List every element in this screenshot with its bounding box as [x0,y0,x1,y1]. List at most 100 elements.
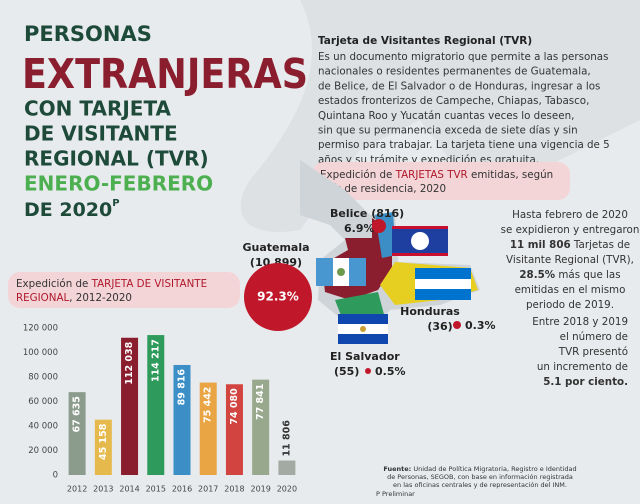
chart-title: Expedición de TARJETA DE VISITANTE [16,278,207,290]
x-tick-label: 2014 [119,485,139,494]
title-sup: P [112,198,119,209]
text: 28.5% [519,269,555,281]
chart-header-box [8,272,240,308]
text: 11 mil 806 [510,239,571,251]
value-label: 75 442 [203,387,214,423]
summary-line: se expidieron y entregaron [501,224,640,236]
bar [225,384,243,475]
country-pct: 0.5% [375,365,406,378]
country-pct: 6.9% [344,222,375,235]
country-label: Honduras [400,305,460,318]
country-count: (55) [334,365,359,378]
value-label: 89 816 [177,369,188,406]
x-tick-label: 2012 [67,485,87,494]
info-line: de Belice, de El Salvador o de Honduras,… [318,80,600,92]
bar [252,379,270,475]
country-label: Belice (816) [330,207,404,220]
map-header-box [312,162,570,200]
bar [68,392,86,475]
title-line: REGIONAL (TVR) [24,147,209,171]
info-line: nacionales o residentes permanentes de G… [318,66,591,78]
title-text: DE 2020 [24,199,112,221]
flag-el-salvador [338,314,388,344]
value-label: 45 158 [98,423,109,460]
summary: Hasta febrero de 2020 se expidieron y en… [501,209,640,311]
y-tick-label: 20 000 [28,446,58,456]
flag-guatemala [316,258,366,286]
summary-line: el número de [560,331,628,343]
title-line: EXTRANJERAS [22,50,308,98]
text: , 2012-2020 [69,292,132,304]
x-tick-label: 2019 [250,485,270,494]
pct-dot [453,321,461,329]
text: emitidas, según [468,169,553,181]
source-line: de Personas, SEGOB, con base en informac… [387,473,573,481]
info-heading: Tarjeta de Visitantes Regional (TVR) [318,35,532,47]
info-line: Quintana Roo y Yucatán cuantas veces lo … [318,110,574,122]
title-line: PERSONAS [24,22,152,46]
x-tick-label: 2017 [198,485,218,494]
value-label: 77 841 [255,384,266,420]
country-pct: 92.3% [257,290,299,304]
summary-line: Visitante Regional (TVR), [506,254,634,266]
y-tick-label: 40 000 [28,422,58,432]
bar [199,382,217,475]
summary-line: Entre 2018 y 2019 [532,316,628,328]
title-line: DE VISITANTE [24,122,178,146]
value-label: 74 080 [229,388,240,425]
summary-2: Entre 2018 y 2019 el número de TVR prese… [532,316,628,388]
text: más que las [555,269,620,281]
title-block: PERSONAS EXTRANJERAS CON TARJETA DE VISI… [22,22,308,221]
pct-dot [365,368,371,374]
text: Expedición de [320,169,396,181]
flag-honduras [415,268,471,300]
value-label: 67 635 [72,396,83,432]
summary-line: emitidas en el mismo [515,284,626,296]
info-line: Es un documento migratorio que permite a… [318,51,608,63]
country-pct: 0.3% [465,319,496,332]
y-tick-label: 60 000 [28,397,58,407]
map-header: país de residencia, 2020 [320,183,446,195]
map [300,160,480,344]
country-label: El Salvador [330,350,400,363]
text: TARJETAS TVR [395,169,468,181]
bar-chart: 0 20 000 40 000 60 000 80 000 100 000 120 000 2… [23,324,297,494]
text: Expedición de [16,278,92,290]
chart-title: REGIONAL, 2012-2020 [16,292,132,304]
text: REGIONAL [16,292,70,304]
summary-line: 28.5% más que las [519,269,620,281]
bar [147,335,165,475]
source-line: Fuente: Unidad de Política Migratoria, R… [383,465,576,473]
x-tick-label: 2013 [93,485,113,494]
country-count: (36) [427,320,452,333]
y-tick-label: 0 [53,471,58,481]
source-line: en las oficinas centrales y de represent… [393,481,567,489]
summary-line: un incremento de [537,361,628,373]
title-line: DE 2020P [24,198,120,221]
x-tick-label: 2018 [224,485,244,494]
text: TARJETA DE VISITANTE [91,278,207,290]
info-line: sin que su permanencia exceda de siete d… [318,125,578,137]
summary-line: TVR presentó [558,346,628,358]
salvador-shape [335,292,385,318]
x-tick-label: 2016 [172,485,192,494]
pct-dot [244,263,312,331]
flag-belize [392,226,448,256]
bar [173,364,191,475]
value-label: 114 217 [150,339,161,382]
title-line: CON TARJETA [24,97,172,121]
source-note: P Preliminar [376,490,415,498]
source: Fuente: Unidad de Política Migratoria, R… [376,465,577,498]
x-tick-label: 2020 [277,485,297,494]
country-label: Guatemala [242,241,309,254]
info-line: estados fronterizos de Campeche, Chiapas… [318,95,589,107]
summary-line: 5.1 por ciento. [543,376,628,388]
value-label: 11 806 [281,420,292,457]
summary-line: Hasta febrero de 2020 [512,209,628,221]
pct-dot [372,219,386,233]
y-tick-label: 120 000 [23,324,58,334]
bar [278,460,296,475]
x-tick-label: 2015 [146,485,166,494]
value-label: 112 038 [124,341,135,384]
